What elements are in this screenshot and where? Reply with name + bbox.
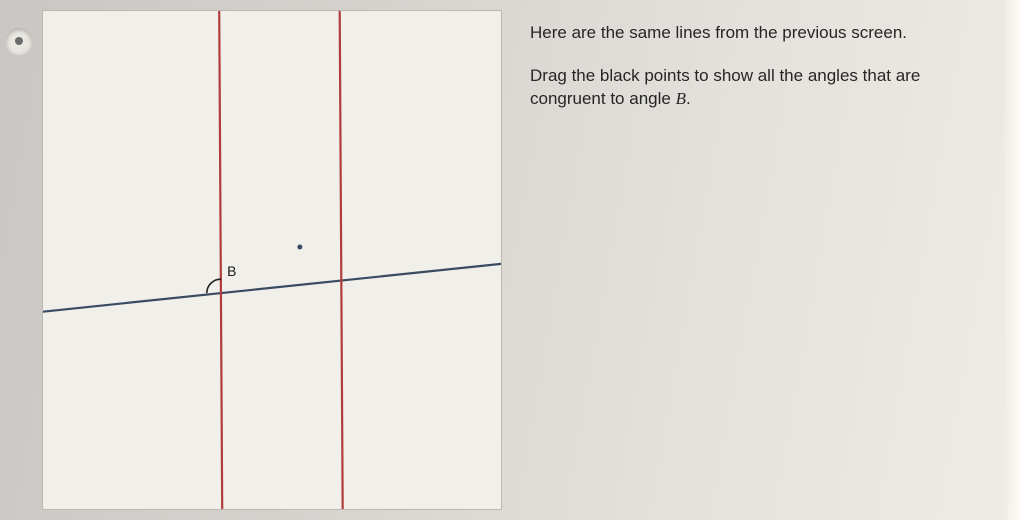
diagram-svg[interactable]: B: [43, 11, 501, 509]
angle-name-ref: B: [676, 89, 686, 108]
transversal-line: [43, 264, 501, 312]
step-radio[interactable]: [6, 28, 32, 54]
vertical-line-1: [219, 11, 222, 509]
diagram-panel: B: [42, 10, 502, 510]
angle-arc-b: [207, 279, 221, 293]
instruction-line-2-pre: Drag the black points to show all the an…: [530, 66, 920, 108]
instruction-line-2: Drag the black points to show all the an…: [530, 65, 1000, 111]
draggable-point[interactable]: [297, 244, 302, 249]
step-radio-dot: [15, 37, 23, 45]
angle-label-b: B: [227, 263, 236, 279]
page-edge-highlight: [1003, 0, 1021, 520]
diagram-panel-wrap: B: [42, 10, 502, 510]
vertical-line-2: [340, 11, 343, 509]
instruction-text: Here are the same lines from the previou…: [530, 22, 1000, 111]
instruction-line-1: Here are the same lines from the previou…: [530, 22, 1000, 45]
instruction-line-2-post: .: [686, 89, 691, 108]
